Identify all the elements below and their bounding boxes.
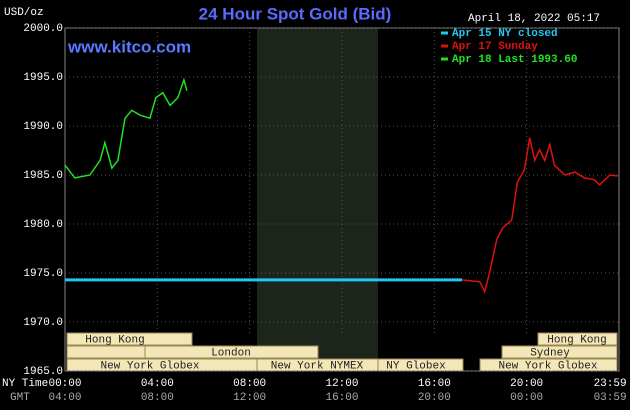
x2-tick-label: 20:00	[418, 392, 451, 404]
x2-tick-label: 08:00	[141, 392, 174, 404]
x-tick-label: 20:00	[510, 378, 543, 390]
x2-row-label: GMT	[10, 392, 30, 404]
session-label: Hong Kong	[85, 334, 144, 346]
price-line	[64, 77, 188, 179]
session-box	[144, 345, 319, 359]
chart-title: 24 Hour Spot Gold (Bid)	[199, 4, 392, 23]
session-label: New York Globex	[100, 360, 199, 372]
x-tick-label: 04:00	[141, 378, 174, 390]
nymex-hours-shade	[257, 28, 378, 371]
x2-tick-label: 00:00	[510, 392, 543, 404]
session-box	[537, 332, 618, 346]
x-row-label: NY Time	[2, 378, 48, 390]
sessions: Hong Kong London New York Globex New Yor…	[66, 332, 618, 372]
y-tick-label: 1980.0	[23, 219, 63, 231]
session-label: New York NYMEX	[271, 360, 364, 372]
x2-tick-label: 12:00	[233, 392, 266, 404]
x-tick-label: 12:00	[325, 378, 358, 390]
y-tick-label: 1970.0	[23, 317, 63, 329]
price-line	[461, 137, 618, 294]
session-box	[501, 345, 618, 359]
session-label: London	[211, 347, 251, 359]
session-box	[66, 332, 193, 346]
session-label: NY Globex	[386, 360, 446, 372]
y-unit: USD/oz	[4, 7, 44, 19]
y-tick-label: 1965.0	[23, 366, 63, 378]
x-tick-label: 08:00	[233, 378, 266, 390]
session-label: Sydney	[530, 347, 570, 359]
legend-label: Apr 18 Last 1993.60	[452, 54, 577, 66]
legend-label: Apr 17 Sunday	[452, 41, 538, 53]
y-tick-label: 1990.0	[23, 121, 63, 133]
x-tick-label: 00:00	[48, 378, 81, 390]
session-box	[66, 345, 146, 359]
session-label: New York Globex	[498, 360, 597, 372]
timestamp: April 18, 2022 05:17	[468, 13, 600, 25]
x2-tick-label: 16:00	[325, 392, 358, 404]
x-tick-label: 16:00	[418, 378, 451, 390]
y-tick-label: 1975.0	[23, 268, 63, 280]
y-tick-label: 1995.0	[23, 72, 63, 84]
y-tick-label: 2000.0	[23, 23, 63, 35]
x-tick-label: 23:59	[594, 378, 627, 390]
watermark: www.kitco.com	[67, 37, 191, 56]
x2-tick-label: 03:59	[594, 392, 627, 404]
session-label: Hong Kong	[547, 334, 606, 346]
x2-tick-label: 04:00	[48, 392, 81, 404]
legend-label: Apr 15 NY closed	[452, 28, 558, 40]
y-tick-label: 1985.0	[23, 170, 63, 182]
